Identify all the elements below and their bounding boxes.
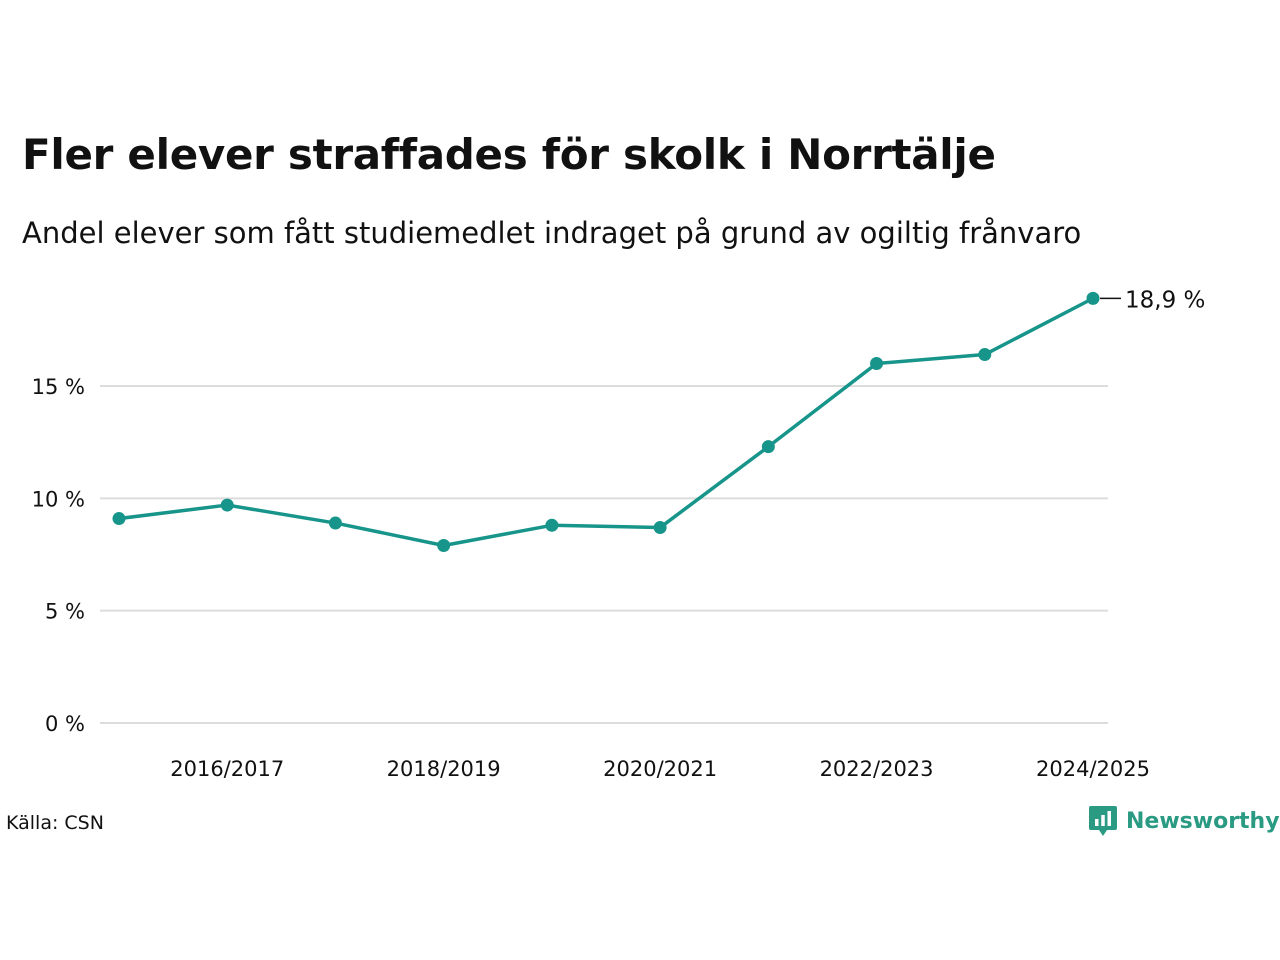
data-point — [545, 518, 559, 532]
data-point — [1086, 291, 1100, 305]
series-line — [118, 296, 1094, 548]
data-point — [761, 440, 775, 454]
series-points — [112, 291, 1100, 553]
end-value-label: 18,9 % — [1125, 287, 1205, 313]
data-point — [437, 539, 451, 553]
data-point — [978, 348, 992, 362]
chart-subtitle: Andel elever som fått studiemedlet indra… — [22, 216, 1082, 250]
source-note: Källa: CSN — [6, 812, 104, 834]
x-tick-label: 2022/2023 — [820, 757, 934, 781]
data-point — [328, 516, 342, 530]
x-axis-ticks: 2016/2017 2018/2019 2020/2021 2022/2023 2024… — [170, 757, 1150, 781]
x-tick-label: 2018/2019 — [387, 757, 501, 781]
brand-logo[interactable]: Newsworthy — [1088, 804, 1280, 838]
line-chart: 0 % 5 % 10 % 15 % 2016/2017 2018/2019 2020/20… — [32, 287, 1206, 781]
y-tick-label: 15 % — [32, 375, 85, 399]
newsworthy-logo-icon — [1089, 806, 1117, 836]
gridlines — [100, 385, 1108, 724]
x-tick-label: 2016/2017 — [170, 757, 284, 781]
y-tick-label: 0 % — [45, 712, 85, 736]
data-point — [112, 512, 126, 526]
data-point — [653, 521, 667, 535]
x-tick-label: 2020/2021 — [603, 757, 717, 781]
y-axis-ticks: 0 % 5 % 10 % 15 % — [32, 375, 85, 736]
end-label-group: 18,9 % — [1100, 287, 1205, 313]
chart-title: Fler elever straffades för skolk i Norrt… — [22, 130, 996, 179]
y-tick-label: 10 % — [32, 487, 85, 511]
data-point — [870, 357, 884, 371]
x-tick-label: 2024/2025 — [1036, 757, 1150, 781]
series-line-layer — [118, 296, 1094, 548]
data-point — [220, 498, 234, 512]
y-tick-label: 5 % — [45, 600, 85, 624]
brand-name: Newsworthy — [1126, 808, 1280, 834]
